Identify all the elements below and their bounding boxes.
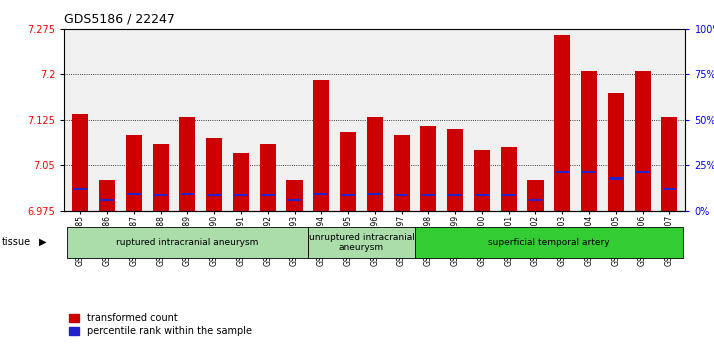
Bar	[314, 192, 328, 195]
Bar	[528, 199, 543, 201]
Bar	[635, 171, 650, 174]
FancyBboxPatch shape	[308, 227, 415, 258]
Bar	[582, 171, 596, 174]
Text: ruptured intracranial aneurysm: ruptured intracranial aneurysm	[116, 238, 258, 247]
Bar	[554, 35, 570, 211]
Bar	[448, 194, 462, 196]
Bar	[340, 132, 356, 211]
Bar	[393, 135, 410, 211]
Text: GDS5186 / 22247: GDS5186 / 22247	[64, 13, 175, 26]
Bar	[528, 180, 543, 211]
Bar	[501, 147, 517, 211]
Bar	[502, 194, 516, 196]
Bar	[153, 144, 169, 211]
Bar	[663, 188, 676, 191]
Bar	[206, 138, 222, 211]
Bar	[260, 144, 276, 211]
Bar	[74, 188, 87, 191]
Bar	[635, 72, 650, 211]
Bar	[233, 153, 249, 211]
Bar	[555, 171, 569, 174]
FancyBboxPatch shape	[67, 227, 308, 258]
FancyBboxPatch shape	[415, 227, 683, 258]
Bar	[181, 192, 194, 195]
Text: unruptured intracranial
aneurysm: unruptured intracranial aneurysm	[308, 233, 414, 252]
Text: superficial temporal artery: superficial temporal artery	[488, 238, 610, 247]
Bar	[421, 126, 436, 211]
Bar	[179, 117, 196, 211]
Bar	[447, 129, 463, 211]
Bar	[127, 192, 141, 195]
Bar	[341, 194, 355, 196]
Bar	[367, 117, 383, 211]
Bar	[421, 194, 436, 196]
Bar	[234, 194, 248, 196]
Legend: transformed count, percentile rank within the sample: transformed count, percentile rank withi…	[69, 313, 251, 337]
Bar	[286, 180, 303, 211]
Bar	[207, 194, 221, 196]
Bar	[581, 72, 597, 211]
Text: ▶: ▶	[39, 237, 47, 247]
Bar	[395, 194, 408, 196]
Bar	[475, 194, 489, 196]
Bar	[661, 117, 678, 211]
Bar	[368, 193, 382, 195]
Bar	[261, 194, 275, 196]
Bar	[99, 180, 115, 211]
Bar	[288, 199, 301, 201]
Bar	[126, 135, 142, 211]
Text: tissue: tissue	[2, 237, 31, 247]
Bar	[608, 93, 624, 211]
Bar	[313, 81, 329, 211]
Bar	[72, 114, 89, 211]
Bar	[474, 150, 490, 211]
Bar	[609, 178, 623, 180]
Bar	[154, 194, 168, 196]
Bar	[100, 199, 114, 201]
